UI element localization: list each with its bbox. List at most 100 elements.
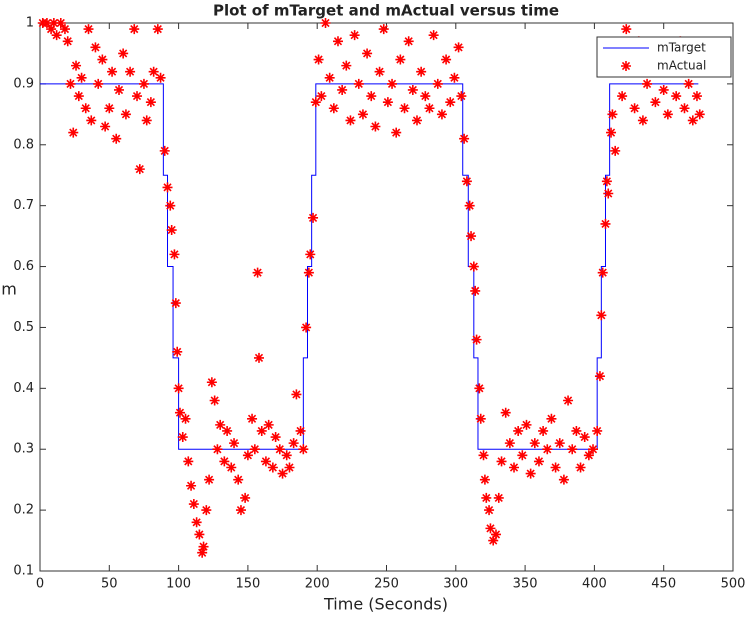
actual-point [148,66,159,77]
actual-point [215,419,226,430]
actual-point [83,24,94,35]
legend-swatch [621,61,631,71]
x-tick-label: 200 [305,577,330,592]
actual-point [180,413,191,424]
actual-point [59,24,70,35]
actual-point [173,383,184,394]
actual-point [301,322,312,333]
chart-title: Plot of mTarget and mActual versus time [213,2,559,20]
actual-point [468,261,479,272]
actual-point [594,371,605,382]
actual-point [481,492,492,503]
actual-point [607,109,618,120]
actual-point [114,84,125,95]
actual-point [284,462,295,473]
actual-point [73,91,84,102]
actual-point [679,103,690,114]
actual-point [542,444,553,455]
actual-point [55,18,66,28]
actual-point [504,438,515,449]
actual-point [170,298,181,309]
actual-point [513,425,524,436]
legend-label: mTarget [657,41,706,55]
actual-point [471,334,482,345]
actual-point [68,127,79,138]
actual-point [424,103,435,114]
actual-point [152,24,163,35]
actual-point [71,60,82,71]
legend-label: mActual [657,59,706,73]
actual-point [159,145,170,156]
y-tick-label: 0.3 [13,442,34,457]
actual-point [226,462,237,473]
actual-point [260,456,271,467]
actual-point [407,84,418,95]
actual-point [567,444,578,455]
actual-point [274,444,285,455]
actual-point [65,78,76,89]
actual-point [263,419,274,430]
actual-point [76,72,87,83]
actual-point [362,48,373,59]
actual-point [464,200,475,211]
actual-point [51,30,62,41]
actual-point [366,91,377,102]
actual-point [601,176,612,187]
actual-point [107,66,118,77]
actual-point [97,54,108,65]
actual-point [118,48,129,59]
actual-point [694,109,705,120]
actual-point [138,78,149,89]
x-tick-label: 300 [443,577,468,592]
actual-point [353,78,364,89]
actual-point [93,78,104,89]
actual-point [281,450,292,461]
actual-point [610,145,621,156]
actual-point [253,352,264,363]
actual-point [256,425,267,436]
actual-point [662,109,673,120]
actual-point [621,24,632,35]
actual-point [341,60,352,71]
actual-point [345,115,356,126]
actual-point [308,212,319,223]
actual-point [104,103,115,114]
actual-point [395,54,406,65]
actual-point [249,444,260,455]
actual-point [90,42,101,53]
actual-point [517,450,528,461]
actual-point [291,389,302,400]
actual-point [449,72,460,83]
x-tick-label: 150 [235,577,260,592]
actual-point [563,395,574,406]
legend-box [596,36,732,78]
actual-point [212,444,223,455]
actual-point [337,84,348,95]
actual-point [141,115,152,126]
actual-point [219,456,230,467]
actual-point [233,474,244,485]
actual-point [155,72,166,83]
actual-point [432,78,443,89]
actual-point [671,91,682,102]
actual-point [349,30,360,41]
x-tick-label: 400 [582,577,607,592]
actual-point [62,36,73,47]
actual-point [382,97,393,108]
actual-point [588,444,599,455]
y-tick-label: 0.9 [13,76,34,91]
actual-point [683,78,694,89]
actual-point [490,529,501,540]
actual-point [188,499,199,510]
actual-point [165,200,176,211]
actual-point [270,432,281,443]
actual-point [691,91,702,102]
actual-point [169,249,180,260]
actual-point [488,535,499,546]
x-tick-label: 0 [36,577,44,592]
actual-point [445,97,456,108]
actual-point [86,115,97,126]
actual-point [428,30,439,41]
actual-point [222,425,233,436]
